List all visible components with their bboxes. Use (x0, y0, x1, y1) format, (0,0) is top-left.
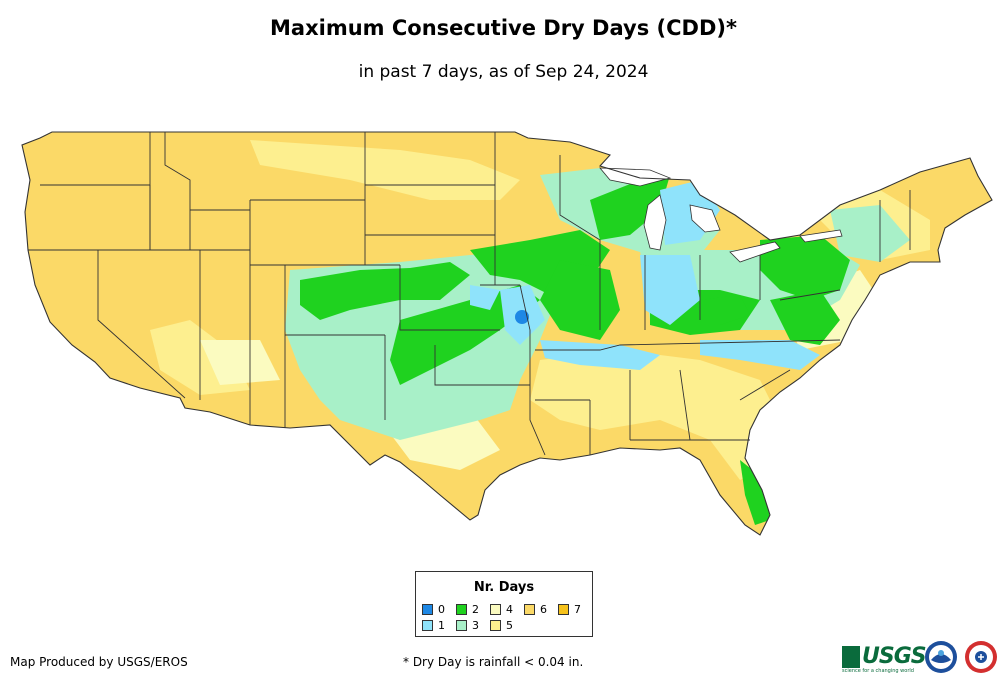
legend-swatch-7 (558, 603, 569, 615)
agency-logos: USGS science for a changing world (842, 638, 1002, 678)
legend-label-3: 3 (472, 618, 479, 632)
legend-item-6: 6 (524, 602, 547, 616)
legend-item-4: 4 (490, 602, 513, 616)
legend-swatch-4 (490, 603, 501, 615)
legend-swatch-3 (456, 619, 467, 631)
legend-item-0: 0 (422, 602, 445, 616)
legend-grid: 0 1 2 3 4 5 6 7 (422, 602, 592, 634)
legend-label-6: 6 (540, 602, 547, 616)
map-credit: Map Produced by USGS/EROS (10, 655, 188, 669)
noaa-logo-icon (925, 641, 957, 673)
map-subtitle: in past 7 days, as of Sep 24, 2024 (358, 62, 649, 82)
legend-swatch-0 (422, 603, 433, 615)
legend-item-5: 5 (490, 618, 513, 632)
map-title: Maximum Consecutive Dry Days (CDD)* (270, 16, 737, 40)
legend-label-1: 1 (438, 618, 445, 632)
legend-box: Nr. Days 0 1 2 3 4 5 6 (415, 571, 593, 637)
legend-swatch-1 (422, 619, 433, 631)
legend-item-2: 2 (456, 602, 479, 616)
nws-logo-icon (965, 641, 997, 673)
legend-swatch-5 (490, 619, 501, 631)
legend-label-7: 7 (574, 602, 581, 616)
legend-label-0: 0 (438, 602, 445, 616)
us-dry-days-map (21, 131, 993, 536)
usgs-tagline: science for a changing world (842, 668, 914, 674)
usgs-wave-icon (842, 645, 860, 668)
legend-item-7: 7 (558, 602, 581, 616)
legend-swatch-6 (524, 603, 535, 615)
legend-title: Nr. Days (473, 580, 535, 595)
legend-label-5: 5 (506, 618, 513, 632)
legend-item-3: 3 (456, 618, 479, 632)
usgs-logo-text: USGS (862, 644, 927, 669)
legend-label-2: 2 (472, 602, 479, 616)
dry-day-footnote: * Dry Day is rainfall < 0.04 in. (403, 655, 584, 669)
usgs-logo: USGS (842, 644, 927, 669)
legend-label-4: 4 (506, 602, 513, 616)
legend-item-1: 1 (422, 618, 445, 632)
legend-swatch-2 (456, 603, 467, 615)
